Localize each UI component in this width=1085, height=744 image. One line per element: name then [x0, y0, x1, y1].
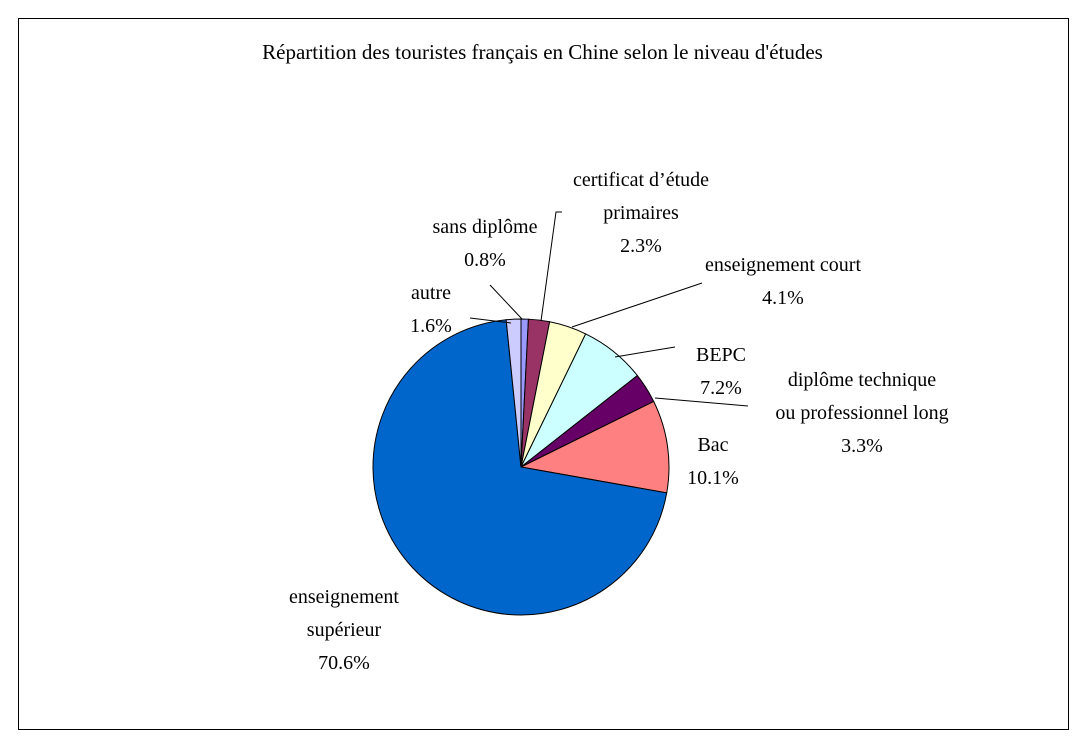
pie-slice: [372, 319, 668, 616]
slice-value-label: 3.3%: [841, 435, 883, 457]
slice-value-label: 0.8%: [464, 249, 506, 271]
slice-value-label: 7.2%: [700, 377, 742, 399]
leader-line: [654, 397, 749, 407]
slice-value-label: 10.1%: [687, 467, 739, 489]
slice-label: sans diplôme: [432, 216, 538, 238]
slice-value-label: 4.1%: [762, 287, 804, 309]
slice-value-label: 2.3%: [620, 235, 662, 257]
slice-label: diplôme technique ou professionnel long: [775, 369, 949, 424]
slice-label: enseignement supérieur: [289, 586, 399, 641]
slice-label: autre: [411, 282, 451, 304]
slice-label: BEPC: [695, 344, 747, 366]
slice-label: certificat d’étude primaires: [572, 169, 710, 224]
slice-value-label: 70.6%: [318, 652, 370, 674]
pie-slice: [519, 400, 670, 494]
leader-line: [489, 284, 523, 320]
slice-label: Bac: [697, 434, 729, 456]
leader-line: [469, 317, 512, 324]
slice-value-label: 1.6%: [410, 315, 452, 337]
slice-label: enseignement court: [704, 254, 862, 276]
chart-title: Répartition des touristes français en Ch…: [262, 40, 823, 64]
leader-line: [571, 282, 703, 328]
leader-line: [540, 211, 562, 322]
pie-slice: [505, 318, 522, 468]
leader-line: [614, 346, 676, 358]
